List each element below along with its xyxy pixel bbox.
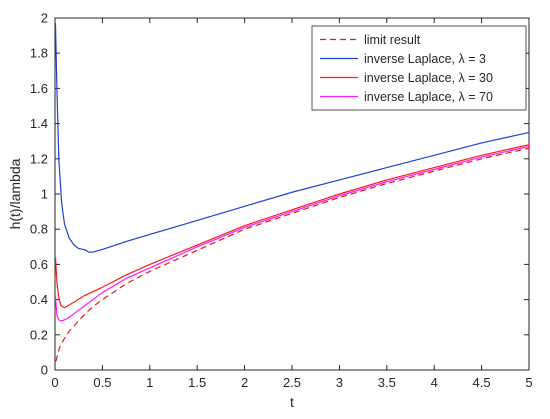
legend-entry: limit result bbox=[364, 33, 421, 47]
y-tick-label: 1 bbox=[41, 187, 48, 202]
x-tick-label: 5 bbox=[525, 375, 532, 390]
legend-entry: inverse Laplace, λ = 30 bbox=[364, 71, 493, 85]
y-tick-label: 0 bbox=[41, 363, 48, 378]
y-tick-label: 1.2 bbox=[30, 151, 48, 166]
x-axis-label: t bbox=[290, 394, 294, 410]
x-tick-label: 0.5 bbox=[93, 375, 111, 390]
y-tick-label: 0.4 bbox=[30, 292, 48, 307]
y-axis-label: h(t)/lambda bbox=[7, 158, 23, 229]
y-tick-label: 0.2 bbox=[30, 327, 48, 342]
y-tick-label: 1.6 bbox=[30, 81, 48, 96]
x-tick-label: 4.5 bbox=[473, 375, 491, 390]
series-line-1 bbox=[55, 23, 529, 253]
y-tick-label: 2 bbox=[41, 11, 48, 26]
x-tick-label: 1 bbox=[146, 375, 153, 390]
x-tick-label: 0 bbox=[51, 375, 58, 390]
x-tick-label: 4 bbox=[431, 375, 438, 390]
y-tick-label: 1.8 bbox=[30, 46, 48, 61]
y-tick-label: 0.8 bbox=[30, 222, 48, 237]
series-line-0 bbox=[55, 147, 529, 362]
y-tick-label: 0.6 bbox=[30, 257, 48, 272]
y-tick-label: 1.4 bbox=[30, 116, 48, 131]
x-tick-label: 3.5 bbox=[378, 375, 396, 390]
series-line-3 bbox=[55, 145, 529, 322]
legend-entry: inverse Laplace, λ = 3 bbox=[364, 52, 486, 66]
x-tick-label: 3 bbox=[336, 375, 343, 390]
x-tick-label: 2.5 bbox=[283, 375, 301, 390]
legend-entry: inverse Laplace, λ = 70 bbox=[364, 90, 493, 104]
series-line-2 bbox=[55, 144, 529, 309]
x-tick-label: 1.5 bbox=[188, 375, 206, 390]
x-tick-label: 2 bbox=[241, 375, 248, 390]
